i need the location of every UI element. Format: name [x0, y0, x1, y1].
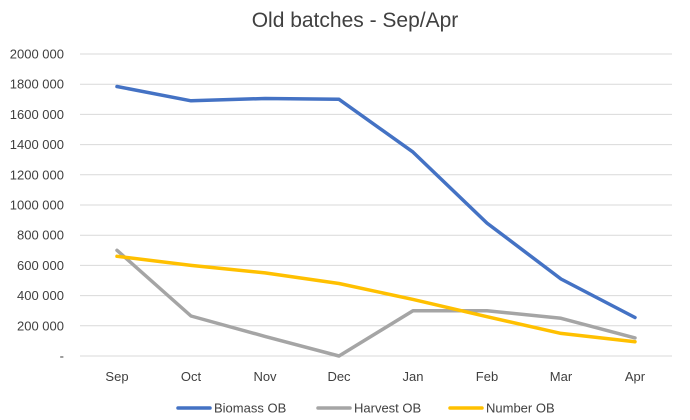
x-tick-label-nov: Nov: [253, 369, 277, 384]
x-tick-label-apr: Apr: [625, 369, 646, 384]
y-tick-label: 200 000: [17, 318, 64, 333]
gridlines: [80, 53, 672, 357]
legend-label-number-ob: Number OB: [486, 401, 555, 416]
x-tick-label-oct: Oct: [181, 369, 202, 384]
y-tick-label: 1600 000: [10, 107, 64, 122]
y-tick-label: 800 000: [17, 228, 64, 243]
x-axis-ticks: Sep Oct Nov Dec Jan Feb Mar Apr: [105, 369, 645, 384]
legend-label-biomass-ob: Biomass OB: [214, 401, 286, 416]
legend: Biomass OB Harvest OB Number OB: [176, 401, 555, 416]
series-line-biomass-ob: [115, 84, 637, 320]
y-tick-label: 600 000: [17, 258, 64, 273]
y-tick-label: 1800 000: [10, 77, 64, 92]
y-tick-label: 400 000: [17, 288, 64, 303]
y-tick-label: 1400 000: [10, 137, 64, 152]
x-tick-label-feb: Feb: [476, 369, 498, 384]
y-tick-label: 1200 000: [10, 167, 64, 182]
series-lines: [115, 84, 637, 358]
x-tick-label-sep: Sep: [105, 369, 128, 384]
y-axis-ticks: - 200 000 400 000 600 000 800 000 1000 000 120…: [10, 47, 64, 364]
x-tick-label-mar: Mar: [550, 369, 573, 384]
series-line-number-ob: [115, 254, 637, 344]
y-tick-label: 2000 000: [10, 47, 64, 62]
y-tick-label: -: [60, 349, 64, 364]
x-tick-label-dec: Dec: [327, 369, 351, 384]
chart-title: Old batches - Sep/Apr: [252, 9, 459, 32]
y-tick-label: 1000 000: [10, 198, 64, 213]
x-tick-label-jan: Jan: [403, 369, 424, 384]
series-line-harvest-ob: [115, 248, 637, 358]
legend-label-harvest-ob: Harvest OB: [354, 401, 421, 416]
